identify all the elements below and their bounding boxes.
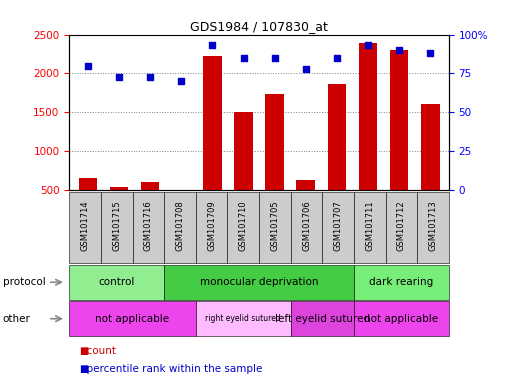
Bar [110,187,128,229]
Text: protocol: protocol [3,277,45,287]
Text: not applicable: not applicable [95,314,170,324]
Point [84,63,92,69]
Point [240,55,248,61]
Text: GSM101707: GSM101707 [333,200,343,251]
Text: GSM101716: GSM101716 [144,200,153,251]
Text: ■: ■ [80,364,89,374]
Text: GSM101705: GSM101705 [270,200,280,251]
Title: GDS1984 / 107830_at: GDS1984 / 107830_at [190,20,328,33]
Point [177,78,185,84]
Text: right eyelid sutured: right eyelid sutured [205,314,281,323]
Text: other: other [3,314,30,324]
Bar [421,104,440,229]
Text: not applicable: not applicable [364,314,439,324]
Text: control: control [98,277,135,287]
Point [426,50,435,56]
Text: ■: ■ [80,346,89,356]
Text: GSM101713: GSM101713 [428,200,438,251]
Point [395,47,403,53]
Point [115,73,123,79]
Bar [327,84,346,229]
Bar [390,50,408,229]
Text: GSM101711: GSM101711 [365,200,374,251]
Text: percentile rank within the sample: percentile rank within the sample [80,364,262,374]
Point [302,66,310,72]
Text: GSM101708: GSM101708 [175,200,185,251]
Text: left eyelid sutured: left eyelid sutured [275,314,370,324]
Bar [297,180,315,229]
Point [146,73,154,79]
Text: GSM101712: GSM101712 [397,200,406,251]
Point [208,42,216,48]
Point [270,55,279,61]
Bar [234,111,253,229]
Bar [141,182,160,229]
Bar [265,94,284,229]
Text: GSM101709: GSM101709 [207,200,216,251]
Text: GSM101710: GSM101710 [239,200,248,251]
Bar [359,43,377,229]
Text: GSM101715: GSM101715 [112,200,121,251]
Bar [172,192,191,229]
Text: dark rearing: dark rearing [369,277,433,287]
Point [364,42,372,48]
Text: count: count [80,346,115,356]
Bar [203,56,222,229]
Text: GSM101714: GSM101714 [81,200,90,251]
Text: monocular deprivation: monocular deprivation [200,277,318,287]
Bar [78,179,97,229]
Point [333,55,341,61]
Text: GSM101706: GSM101706 [302,200,311,251]
